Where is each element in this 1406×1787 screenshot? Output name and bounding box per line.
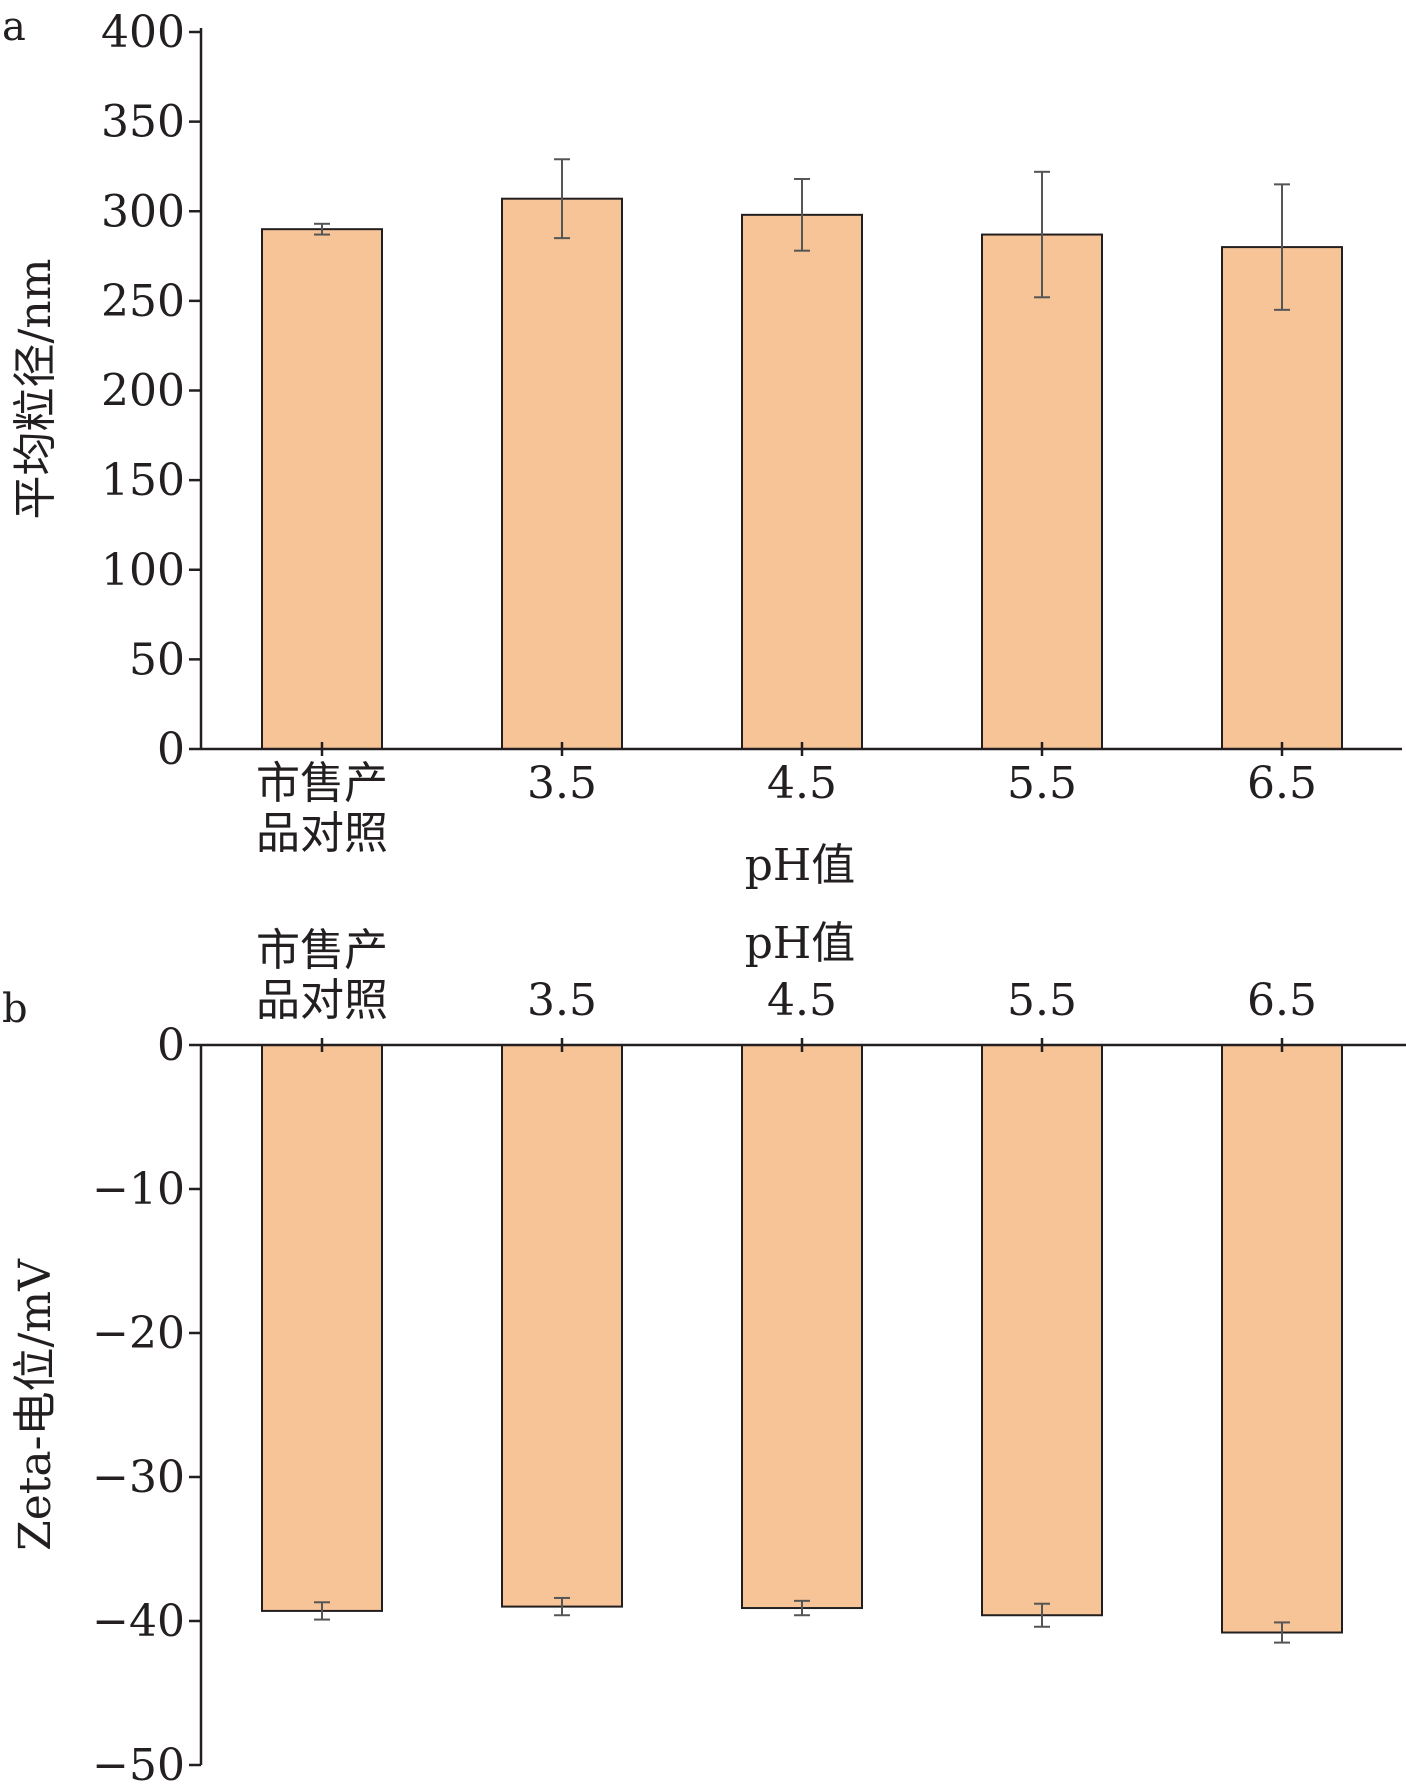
panel-a-bar [741,213,863,750]
panel-b-x-tick-label: 6.5 [1247,975,1317,1026]
panel-b-bar [981,1044,1103,1617]
panel-a-y-tick-label: 50 [129,634,185,685]
panel-b-bar [501,1044,623,1608]
panel-b-y-tick-label: −30 [92,1452,185,1503]
panel-b-x-tick-label: 3.5 [527,975,597,1026]
panel-a-label: a [2,4,26,50]
panel-b-x-tick-label: 5.5 [1007,975,1077,1026]
panel-a-x-tick-label: 品对照 [256,808,388,859]
panel-b-bar [1221,1044,1343,1634]
panel-b-y-tick-label: 0 [157,1020,185,1071]
panel-b-x-tick-label: 品对照 [256,975,388,1026]
panel-a-y-tick-label: 400 [101,7,185,58]
panel-a-bar [501,197,623,750]
panel-a-y-tick-label: 200 [101,366,185,417]
panel-a-x-axis-label: pH值 [745,840,856,891]
panel-b-x-axis-label: pH值 [745,918,856,969]
panel-b-x-tick-label: 市售产 [256,925,388,976]
panel-a-y-tick-label: 350 [101,97,185,148]
panel-a-y-tick-label: 100 [101,545,185,596]
panel-a-x-tick-label: 市售产 [256,758,388,809]
panel-b-label: b [2,986,28,1032]
panel-a-y-axis-label: 平均粒径/nm [10,259,61,520]
panel-b-y-tick-label: −50 [92,1740,185,1787]
panel-a-x-tick-label: 3.5 [527,758,597,809]
panel-b-y-tick-label: −10 [92,1164,185,1215]
panel-b-y-tick-label: −40 [92,1596,185,1647]
panel-b-bar [741,1044,863,1610]
panel-a-y-tick-label: 0 [157,724,185,775]
panel-b-y-axis-label: Zeta-电位/mV [10,1258,61,1551]
panel-b-x-tick-label: 4.5 [767,975,837,1026]
panel-a-x-tick-label: 6.5 [1247,758,1317,809]
panel-a-x-tick-label: 5.5 [1007,758,1077,809]
panel-a-bar [1221,246,1343,750]
panel-a-x-tick-label: 4.5 [767,758,837,809]
panel-a-y-tick-label: 300 [101,186,185,237]
panel-a-bar [981,233,1103,751]
panel-b-y-tick-label: −20 [92,1308,185,1359]
panel-a-y-tick-label: 250 [101,276,185,327]
panel-a-y-tick-label: 150 [101,455,185,506]
panel-a-bar [261,228,383,751]
panel-b-bar [261,1044,383,1612]
